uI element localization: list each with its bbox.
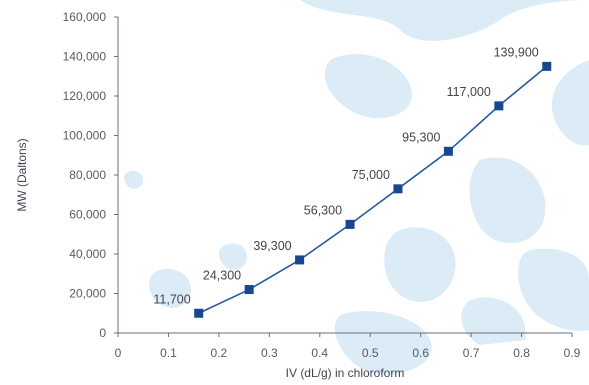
x-tick-label: 0.3 bbox=[261, 346, 278, 360]
background-blob bbox=[334, 311, 432, 375]
y-tick-label: 160,000 bbox=[63, 10, 107, 24]
x-tick-label: 0.4 bbox=[311, 346, 328, 360]
data-label: 75,000 bbox=[352, 168, 390, 182]
data-point-marker bbox=[295, 255, 305, 265]
y-tick-label: 60,000 bbox=[69, 208, 106, 222]
x-tick-label: 0.2 bbox=[211, 346, 228, 360]
background-blob bbox=[300, 0, 589, 41]
data-point-marker bbox=[494, 101, 504, 111]
data-label: 24,300 bbox=[203, 269, 241, 283]
background-blob bbox=[469, 157, 546, 244]
x-tick-label: 0.5 bbox=[362, 346, 379, 360]
background-blob bbox=[461, 297, 526, 345]
background-blob bbox=[148, 269, 191, 308]
x-tick-label: 0.7 bbox=[463, 346, 480, 360]
x-tick-label: 0 bbox=[115, 346, 122, 360]
data-point-marker bbox=[393, 184, 403, 194]
data-point-marker bbox=[345, 219, 355, 229]
y-tick-label: 100,000 bbox=[63, 129, 107, 143]
data-label: 56,300 bbox=[304, 203, 342, 217]
background-blob bbox=[518, 248, 589, 331]
y-tick-label: 80,000 bbox=[69, 168, 106, 182]
x-tick-label: 0.8 bbox=[513, 346, 530, 360]
data-point-marker bbox=[244, 285, 254, 295]
data-point-marker bbox=[443, 146, 453, 156]
background-blob bbox=[324, 54, 412, 119]
data-point-marker bbox=[542, 61, 552, 71]
y-tick-label: 120,000 bbox=[63, 89, 107, 103]
y-tick-label: 0 bbox=[99, 326, 106, 340]
data-label: 95,300 bbox=[402, 130, 440, 144]
x-tick-label: 0.6 bbox=[412, 346, 429, 360]
background-blob bbox=[124, 170, 144, 189]
data-point-marker bbox=[194, 308, 204, 318]
background-blob bbox=[384, 227, 456, 302]
x-tick-label: 0.1 bbox=[160, 346, 177, 360]
background-blob bbox=[551, 60, 589, 146]
x-axis-title: IV (dL/g) in chloroform bbox=[286, 366, 405, 380]
data-label: 11,700 bbox=[153, 292, 190, 306]
y-axis-title: MW (Daltons) bbox=[15, 138, 29, 211]
y-tick-label: 40,000 bbox=[69, 247, 106, 261]
axes: 0 20,000 40,000 60,000 80,000 100,000 120,000 1… bbox=[15, 10, 581, 380]
y-tick-label: 140,000 bbox=[63, 50, 107, 64]
background-blob bbox=[218, 243, 247, 270]
y-tick-label: 20,000 bbox=[69, 287, 106, 301]
series-line bbox=[198, 65, 548, 314]
x-tick-label: 0.9 bbox=[564, 346, 581, 360]
series-layer: 11,700 24,300 39,300 56,300 75,000 95,300 117,… bbox=[153, 45, 552, 318]
data-label: 139,900 bbox=[494, 45, 539, 59]
data-label: 39,300 bbox=[253, 239, 291, 253]
data-label: 117,000 bbox=[447, 85, 491, 99]
